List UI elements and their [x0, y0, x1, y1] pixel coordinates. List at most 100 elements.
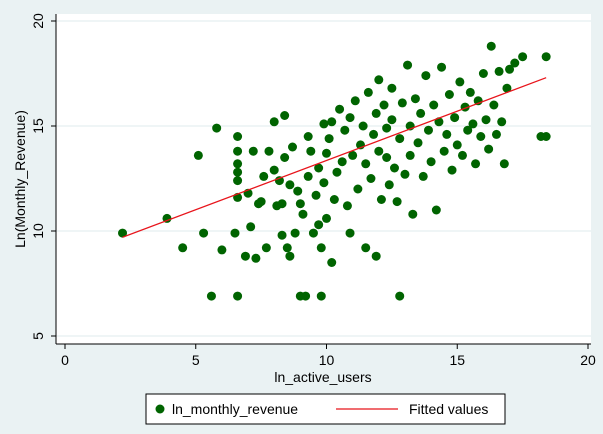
- data-point-81: [374, 146, 384, 156]
- x-tick-label-5: 5: [192, 352, 200, 368]
- data-point-132: [497, 117, 507, 127]
- data-point-12: [233, 167, 243, 177]
- data-point-105: [426, 157, 436, 167]
- data-point-136: [510, 58, 520, 68]
- data-point-106: [429, 100, 439, 110]
- data-point-99: [410, 94, 420, 104]
- data-point-20: [251, 253, 261, 263]
- data-point-43: [298, 209, 308, 219]
- legend-label-points: ln_monthly_revenue: [172, 401, 298, 417]
- data-point-38: [290, 228, 300, 238]
- data-point-103: [421, 71, 431, 81]
- data-point-114: [450, 113, 460, 123]
- data-point-87: [387, 83, 397, 93]
- data-point-40: [295, 199, 305, 209]
- data-point-89: [389, 163, 399, 173]
- fitted-values-line: [122, 77, 547, 238]
- data-point-84: [382, 153, 392, 162]
- data-point-124: [476, 132, 486, 141]
- data-point-14: [233, 146, 243, 156]
- data-point-62: [335, 104, 345, 114]
- scatter-points: [118, 41, 551, 301]
- data-point-66: [345, 113, 355, 123]
- data-point-126: [481, 115, 491, 125]
- x-tick-label-10: 10: [319, 352, 335, 368]
- data-point-15: [233, 132, 243, 141]
- data-point-127: [484, 144, 494, 154]
- data-point-135: [505, 64, 515, 74]
- data-point-107: [431, 205, 441, 215]
- data-point-35: [285, 251, 295, 261]
- fitted-line: [122, 77, 547, 238]
- data-point-85: [382, 123, 392, 133]
- data-point-51: [316, 243, 326, 253]
- data-point-98: [408, 209, 418, 219]
- data-point-26: [269, 165, 279, 175]
- data-point-92: [395, 134, 405, 144]
- data-point-61: [332, 167, 342, 177]
- data-point-46: [306, 146, 316, 156]
- data-point-39: [293, 186, 303, 196]
- data-point-53: [319, 119, 329, 129]
- data-point-22: [256, 197, 266, 207]
- data-point-113: [447, 165, 457, 175]
- y-tick-label-10: 10: [30, 223, 46, 239]
- data-point-7: [217, 245, 227, 255]
- legend-box: [145, 393, 506, 425]
- data-point-74: [361, 159, 371, 169]
- y-tick-label-5: 5: [30, 332, 46, 340]
- data-point-119: [463, 125, 473, 135]
- data-point-90: [392, 197, 402, 207]
- data-point-140: [541, 52, 551, 62]
- data-point-37: [288, 142, 298, 152]
- y-axis-label: Ln(Monthly_Revenue): [12, 110, 28, 248]
- data-point-73: [361, 243, 371, 253]
- data-point-2: [178, 243, 188, 253]
- data-point-4: [199, 228, 209, 238]
- data-point-56: [322, 148, 331, 158]
- data-point-137: [518, 52, 528, 62]
- x-tick-label-15: 15: [449, 352, 465, 368]
- data-point-16: [240, 251, 250, 261]
- data-point-86: [384, 180, 394, 190]
- data-point-8: [233, 291, 243, 301]
- data-point-9: [230, 228, 240, 238]
- data-point-78: [371, 251, 381, 261]
- x-axis: 0 5 10 15 20: [56, 343, 596, 368]
- x-tick-label-0: 0: [61, 352, 69, 368]
- data-point-134: [502, 83, 512, 93]
- data-point-52: [316, 291, 326, 301]
- data-point-128: [486, 41, 496, 51]
- data-point-17: [246, 222, 256, 232]
- data-point-6: [212, 123, 222, 133]
- data-point-3: [193, 150, 203, 160]
- data-point-122: [471, 159, 481, 169]
- data-point-60: [329, 195, 339, 204]
- data-point-57: [324, 134, 334, 144]
- data-point-97: [405, 150, 415, 160]
- data-point-116: [455, 77, 465, 87]
- data-point-49: [314, 220, 324, 230]
- data-point-93: [397, 98, 407, 108]
- data-point-55: [322, 213, 331, 223]
- legend-marker-points: [155, 404, 165, 414]
- data-point-129: [489, 100, 499, 110]
- data-point-102: [418, 171, 428, 181]
- x-tick-label-20: 20: [580, 352, 596, 368]
- data-point-88: [387, 115, 397, 125]
- data-point-67: [345, 228, 355, 238]
- data-point-121: [468, 119, 478, 129]
- data-point-112: [444, 90, 454, 99]
- data-point-65: [342, 201, 352, 211]
- data-point-80: [374, 75, 384, 85]
- data-point-91: [395, 291, 405, 301]
- data-point-64: [340, 125, 350, 135]
- y-axis: 5 10 15 20: [30, 13, 57, 344]
- data-point-120: [465, 87, 475, 97]
- data-point-69: [350, 96, 360, 106]
- data-point-115: [452, 140, 462, 150]
- x-axis-label: ln_active_users: [274, 369, 371, 385]
- data-point-11: [233, 176, 243, 186]
- data-point-1: [162, 213, 172, 223]
